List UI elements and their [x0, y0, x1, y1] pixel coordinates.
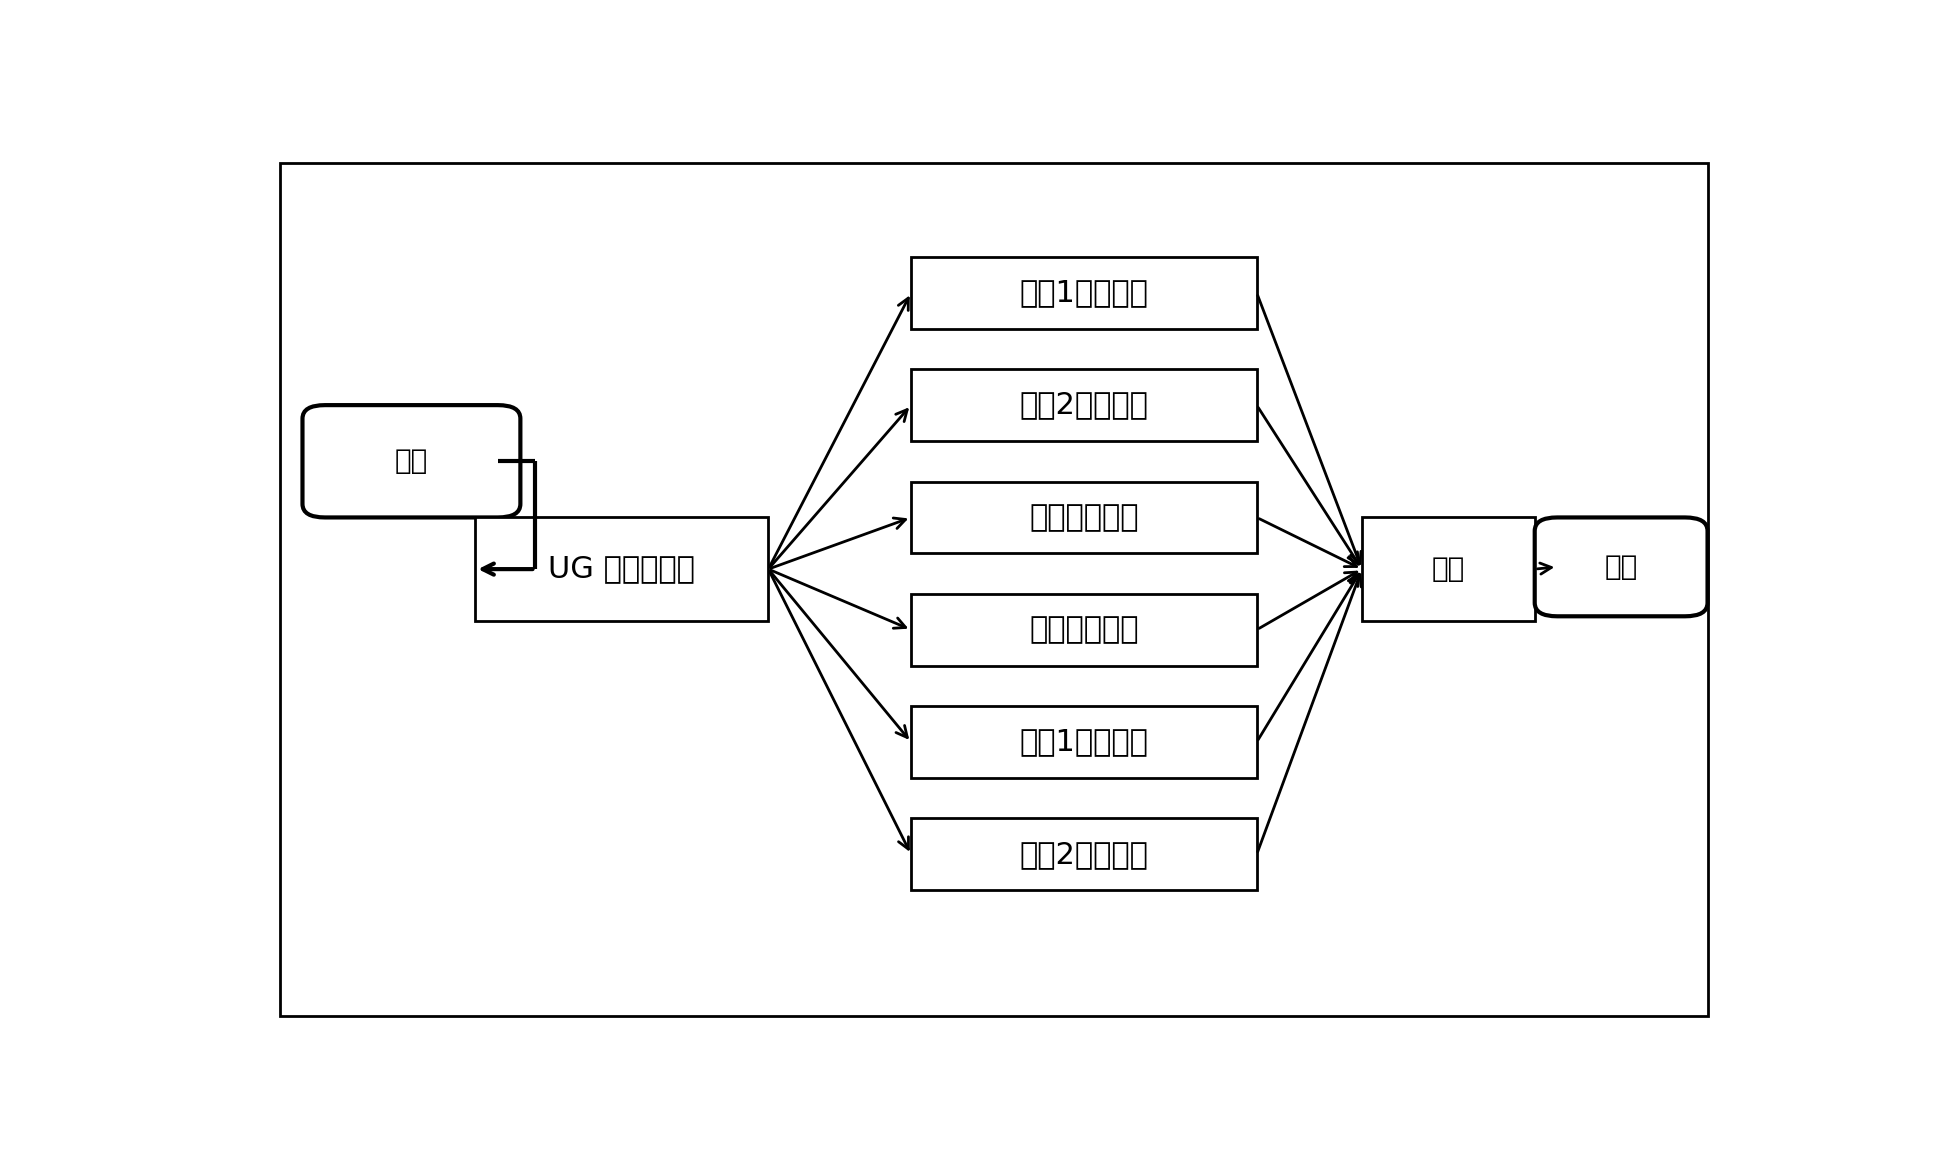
Bar	[911, 706, 1256, 778]
Bar	[475, 517, 768, 621]
Bar	[911, 594, 1256, 665]
Bar	[911, 369, 1256, 441]
Bar	[1361, 517, 1536, 621]
Text: 出口2（网格）: 出口2（网格）	[1020, 840, 1148, 869]
Text: 组装: 组装	[1431, 555, 1466, 584]
FancyBboxPatch shape	[302, 405, 520, 517]
Text: 开始: 开始	[396, 447, 429, 475]
Text: UG 六部件建模: UG 六部件建模	[549, 554, 696, 584]
FancyBboxPatch shape	[1536, 517, 1708, 616]
Text: 出口1（网格）: 出口1（网格）	[1020, 727, 1148, 756]
Bar	[911, 482, 1256, 553]
Text: 后盆（网格）: 后盆（网格）	[1030, 615, 1138, 644]
Text: 前盆（网格）: 前盆（网格）	[1030, 503, 1138, 532]
Bar	[911, 818, 1256, 890]
Text: 进口1（网格）: 进口1（网格）	[1020, 278, 1148, 307]
Text: 进口2（网格）: 进口2（网格）	[1020, 391, 1148, 420]
Text: 结束: 结束	[1604, 553, 1638, 581]
Bar	[911, 257, 1256, 329]
